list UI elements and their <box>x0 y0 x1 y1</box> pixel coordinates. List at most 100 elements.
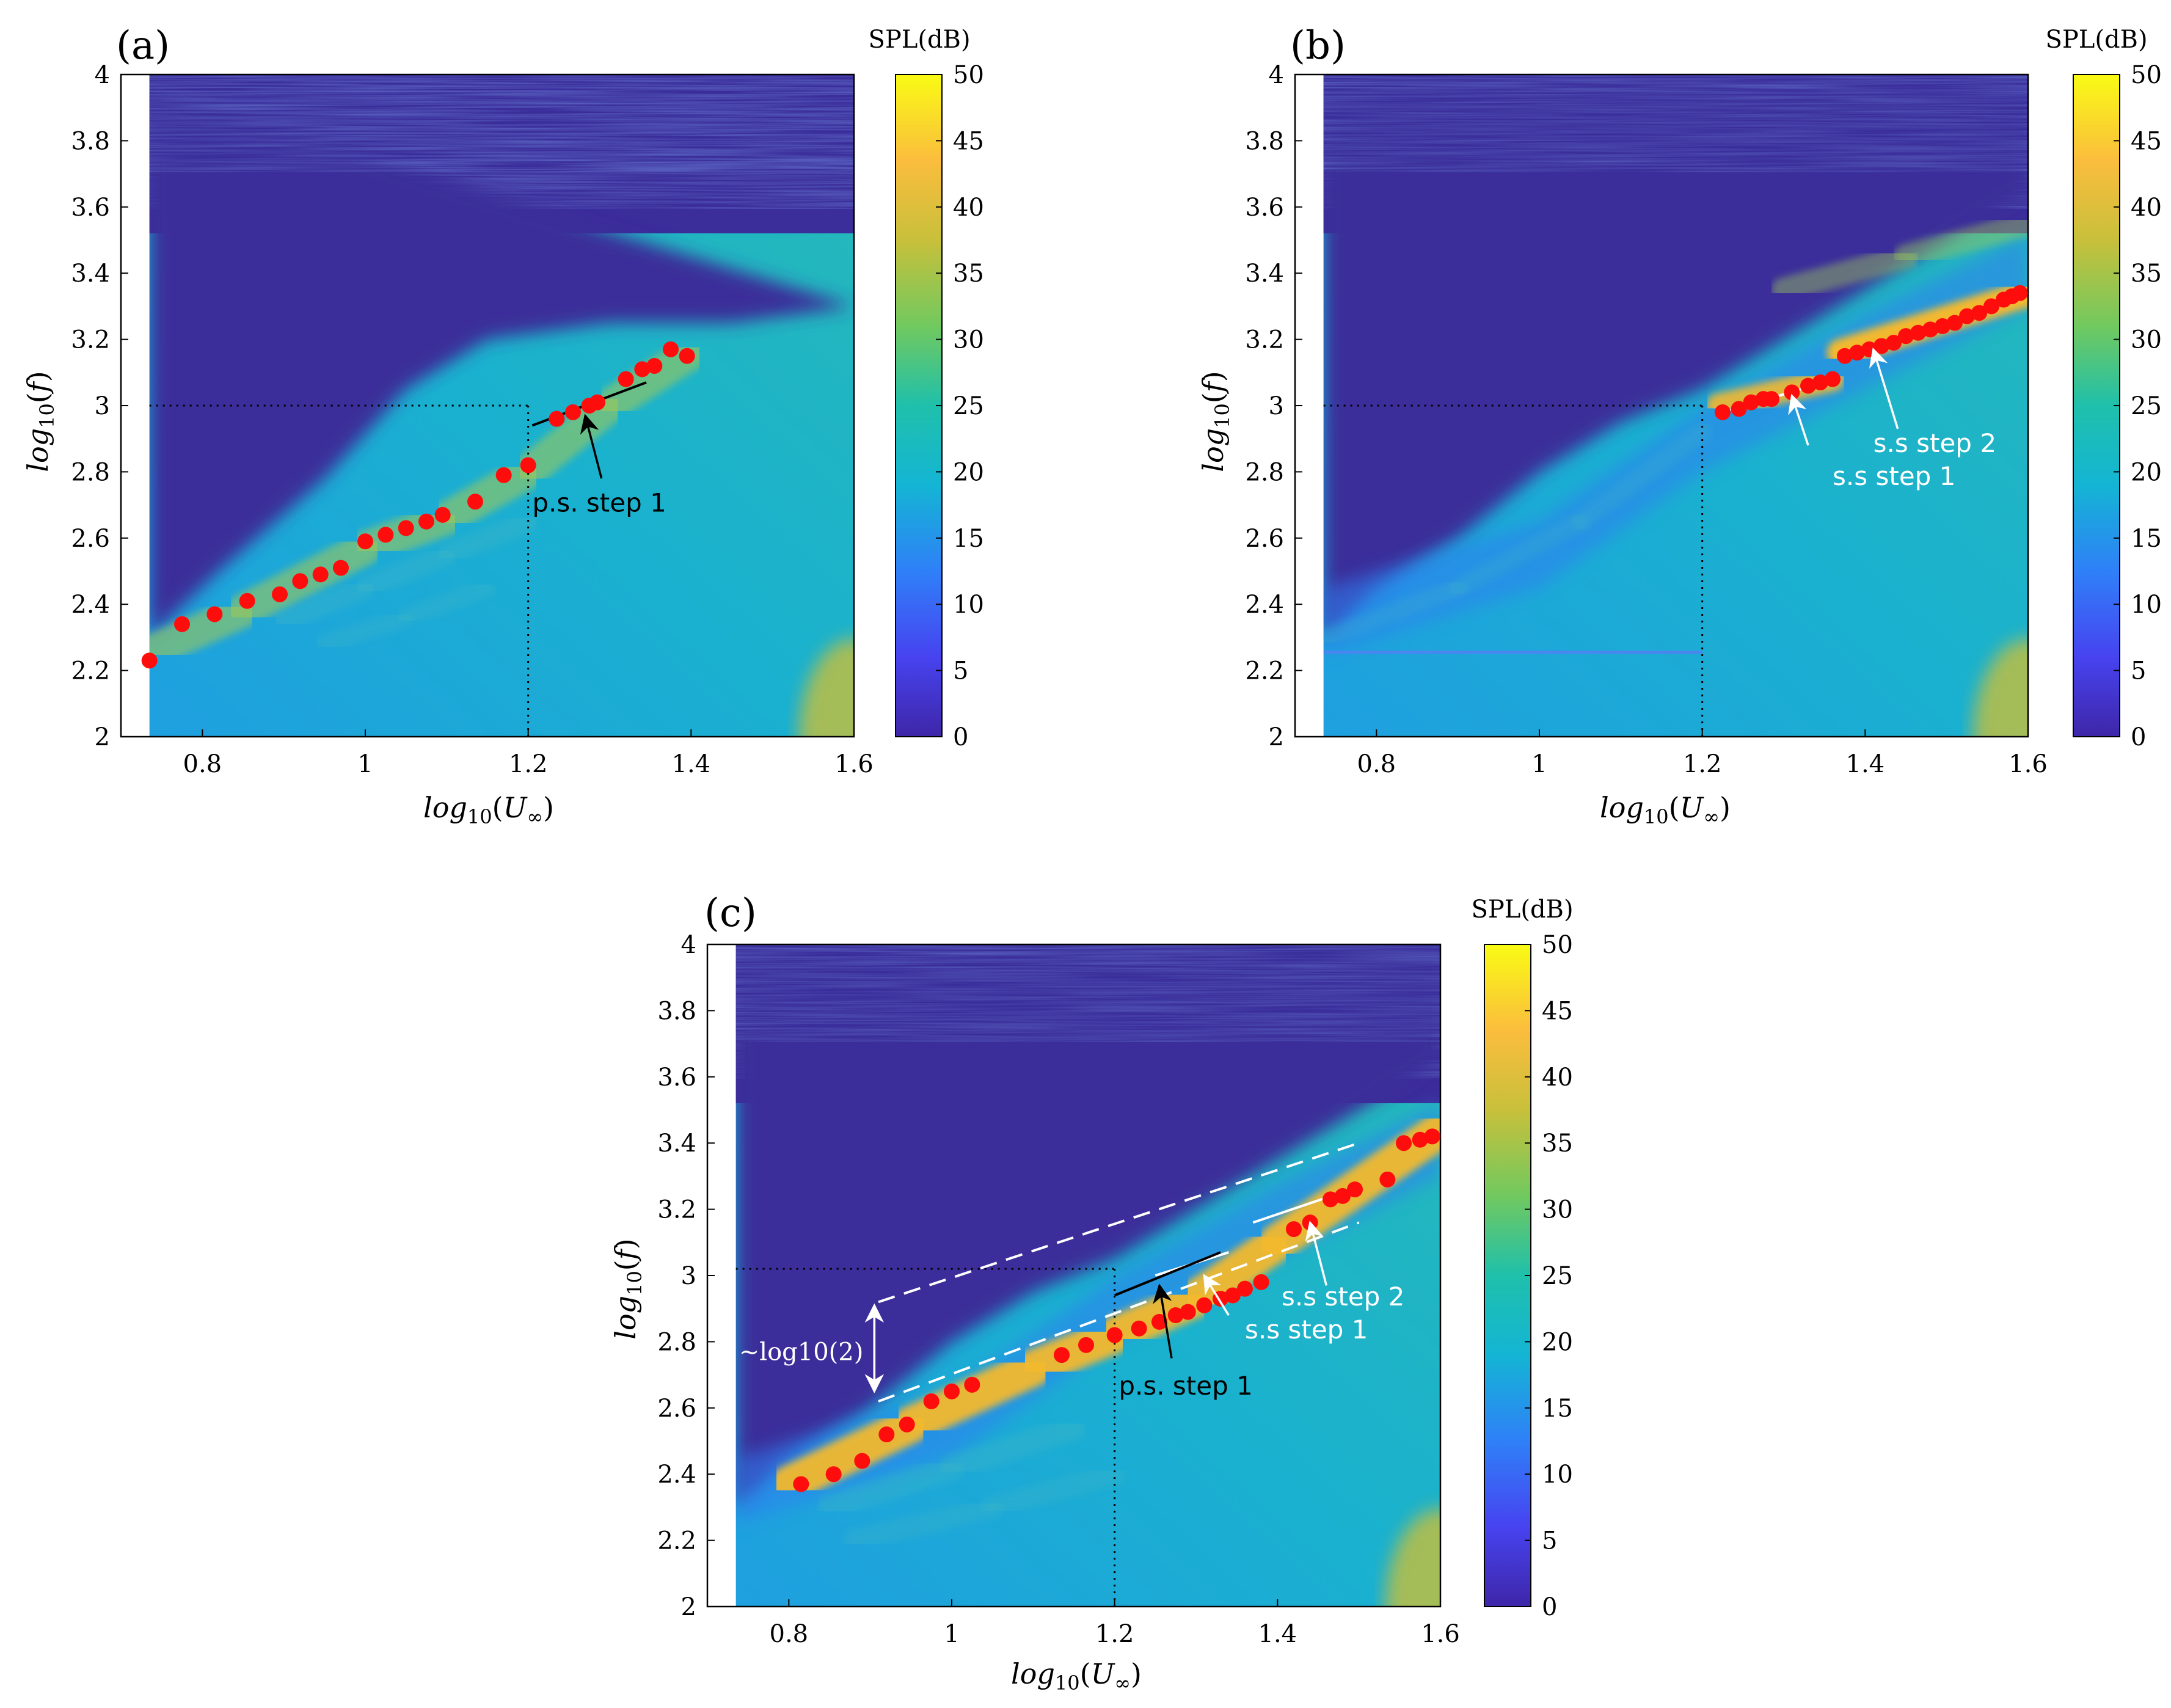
peak-marker <box>467 494 483 510</box>
peak-marker <box>1935 318 1950 334</box>
x-tick-label: 1.6 <box>834 750 874 778</box>
dashed-guide-line <box>878 1221 1360 1403</box>
y-tick-label: 2.4 <box>71 591 110 619</box>
y-tick-label: 2.6 <box>71 525 110 553</box>
y-tick-label: 3.8 <box>1245 127 1284 155</box>
peak-marker <box>378 527 394 543</box>
colorbar-tick-label: 45 <box>953 127 984 155</box>
y-tick-label: 2.8 <box>1245 458 1284 486</box>
peak-marker <box>679 348 695 364</box>
colorbar-title-b: SPL(dB) <box>2045 26 2147 54</box>
x-axis-title-c: log10(U∞) <box>1011 1657 1142 1695</box>
colorbar <box>895 74 943 737</box>
peak-marker <box>239 593 255 609</box>
y-tick-label: 3.4 <box>657 1130 696 1158</box>
peak-marker <box>1054 1347 1070 1363</box>
heatmap-warm-corner <box>1385 1509 1440 1607</box>
colorbar-tick-label: 0 <box>953 723 968 751</box>
peak-marker <box>1396 1135 1412 1151</box>
colorbar-tick-label: 25 <box>2131 392 2162 420</box>
annotation-ss-step1-c: s.s step 1 <box>1245 1315 1368 1345</box>
peak-marker <box>1180 1304 1196 1320</box>
peak-marker <box>1225 1287 1241 1304</box>
heatmap-ridge <box>273 577 376 632</box>
y-axis-title-a: log10(f) <box>21 371 59 472</box>
y-tick-label: 2.8 <box>657 1328 696 1356</box>
heatmap-ridge <box>593 335 708 423</box>
peak-marker <box>878 1426 895 1443</box>
x-tick-label: 0.8 <box>770 1620 809 1648</box>
peak-marker <box>1335 1188 1351 1204</box>
heatmap-ridge <box>315 608 415 654</box>
annotation-ss-step1-b: s.s step 1 <box>1833 461 1955 491</box>
peak-marker <box>1715 404 1731 420</box>
colorbar-tick-label: 15 <box>1542 1395 1573 1423</box>
peak-marker <box>663 341 679 357</box>
colorbar-tick-label: 20 <box>1542 1328 1573 1356</box>
heatmap-field <box>735 944 1440 1607</box>
y-tick-label: 2.4 <box>657 1461 696 1489</box>
colorbar-tick-label: 5 <box>1542 1527 1557 1555</box>
colorbar-tick-label: 40 <box>1542 1064 1573 1092</box>
annotation-arrow <box>1788 393 1809 446</box>
heatmap-ridge <box>843 1496 1004 1552</box>
peak-marker <box>565 404 581 420</box>
peak-marker <box>1237 1280 1253 1297</box>
colorbar-tick-label: 50 <box>953 61 984 89</box>
y-tick-label: 2.2 <box>657 1527 696 1555</box>
colorbar-tick-label: 30 <box>1542 1196 1573 1224</box>
x-tick-label: 1 <box>944 1620 959 1648</box>
peak-marker <box>398 520 414 536</box>
peak-marker <box>899 1416 915 1432</box>
peak-marker <box>495 467 512 483</box>
colorbar-tick-label: 15 <box>953 525 984 553</box>
heatmap-ridge <box>1448 512 1589 597</box>
panel-b: (b) 0.8 1 1.2 1.4 1.6 2 2.2 2.4 2.6 2.8 3 3.2 3.4 3.6… <box>1197 23 2162 828</box>
colorbar-title-a: SPL(dB) <box>868 26 970 54</box>
y-tick-label: 4 <box>681 931 696 959</box>
colorbar-tick-label: 45 <box>2131 127 2162 155</box>
heatmap-warm-corner <box>799 639 855 737</box>
y-tick-label: 3.4 <box>71 260 110 288</box>
y-tick-label: 2.2 <box>71 657 110 685</box>
y-tick-label: 3.6 <box>71 194 110 222</box>
heatmap-ridge <box>892 1349 1052 1443</box>
x-tick-label: 1.4 <box>672 750 711 778</box>
annotation-arrow <box>580 414 603 479</box>
colorbar-tick-label: 40 <box>2131 194 2162 222</box>
peak-marker <box>1347 1181 1363 1198</box>
peak-marker <box>1886 335 1902 351</box>
x-axis-title-b: log10(U∞) <box>1600 791 1731 828</box>
heatmap-field <box>149 75 855 737</box>
peak-marker <box>333 560 349 576</box>
peak-marker <box>1825 371 1841 387</box>
peak-marker <box>1412 1131 1428 1148</box>
peak-marker <box>357 533 373 550</box>
panel-a: (a) 0.8 1 1.2 1.4 1.6 2 2.2 2.4 2.6 2.8 3 3.2 3.4 3.6… <box>21 23 984 828</box>
heatmap-low-spl-region <box>1323 91 2028 638</box>
y-tick-label: 2.8 <box>71 458 110 486</box>
colorbar-tick-label: 10 <box>953 591 984 619</box>
peak-marker <box>1910 324 1926 341</box>
y-tick-label: 3 <box>681 1262 696 1290</box>
peak-marker <box>272 586 288 602</box>
heatmap-ridge <box>1571 423 1712 531</box>
y-tick-label: 4 <box>1269 61 1284 89</box>
heatmap-plot-a: 0.8 1 1.2 1.4 1.6 2 2.2 2.4 2.6 2.8 3 3.2 3.4 3.6 3.8 4… <box>71 61 984 778</box>
y-tick-label: 3.4 <box>1245 260 1284 288</box>
peak-marker <box>825 1466 842 1483</box>
peak-marker <box>1743 394 1759 411</box>
annotation-arrow <box>1869 347 1899 429</box>
peak-marker <box>1849 345 1865 361</box>
heatmap-noise-2 <box>1323 75 2028 172</box>
panel-label-b: (b) <box>1290 23 1346 68</box>
peak-marker <box>1379 1171 1396 1188</box>
heatmap-ridge <box>396 578 497 627</box>
annotation-ss-step2-b: s.s step 2 <box>1874 428 1996 458</box>
colorbar-tick-label: 40 <box>953 194 984 222</box>
peak-marker <box>1764 391 1779 407</box>
y-axis-title-c: log10(f) <box>609 1238 646 1340</box>
x-axis-title-a: log10(U∞) <box>423 791 554 828</box>
annotation-ps-step1-c: p.s. step 1 <box>1118 1371 1253 1401</box>
